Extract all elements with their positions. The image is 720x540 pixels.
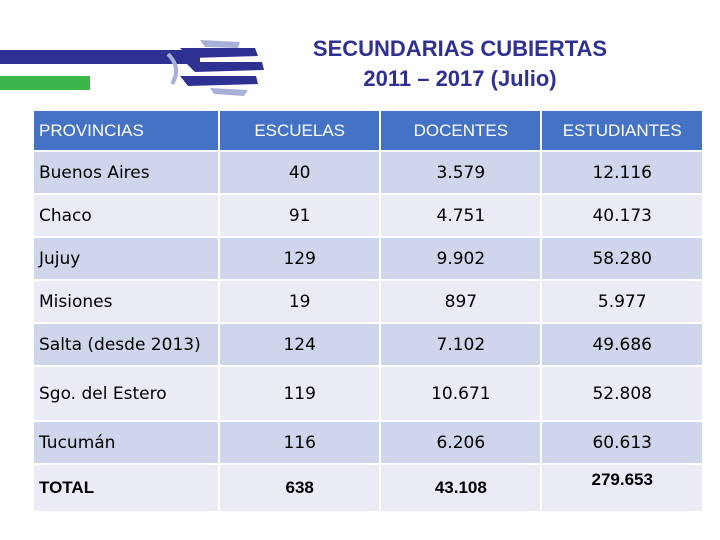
slide-title: SECUNDARIAS CUBIERTAS 2011 – 2017 (Julio…: [270, 34, 650, 94]
cell-estudiantes: 40.173: [542, 195, 702, 236]
cell-docentes: 9.902: [381, 238, 541, 279]
header-escuelas: ESCUELAS: [220, 111, 380, 150]
header-estudiantes: ESTUDIANTES: [542, 111, 702, 150]
cell-estudiantes: 12.116: [542, 152, 702, 193]
cell-estudiantes: 5.977: [542, 281, 702, 322]
cell-escuelas: 40: [220, 152, 380, 193]
cell-provincia: Chaco: [34, 195, 219, 236]
cell-docentes: 897: [381, 281, 541, 322]
cell-escuelas: 116: [220, 422, 380, 463]
cell-escuelas: 19: [220, 281, 380, 322]
cell-provincia: Misiones: [34, 281, 219, 322]
cell-escuelas: 91: [220, 195, 380, 236]
table-row: Sgo. del Estero 119 10.671 52.808: [34, 367, 702, 420]
table-row: Salta (desde 2013) 124 7.102 49.686: [34, 324, 702, 365]
cell-docentes: 4.751: [381, 195, 541, 236]
cell-estudiantes: 52.808: [542, 367, 702, 420]
cell-docentes: 7.102: [381, 324, 541, 365]
total-docentes: 43.108: [381, 465, 541, 511]
cell-provincia: Tucumán: [34, 422, 219, 463]
hands-logo-icon: [0, 40, 264, 96]
cell-docentes: 3.579: [381, 152, 541, 193]
title-line-1: SECUNDARIAS CUBIERTAS: [312, 36, 608, 61]
cell-escuelas: 124: [220, 324, 380, 365]
cell-provincia: Jujuy: [34, 238, 219, 279]
cell-estudiantes: 58.280: [542, 238, 702, 279]
cell-docentes: 10.671: [381, 367, 541, 420]
table-row: Chaco 91 4.751 40.173: [34, 195, 702, 236]
total-row: TOTAL 638 43.108 279.653: [34, 465, 702, 511]
total-estudiantes: 279.653: [542, 465, 702, 511]
provinces-table: PROVINCIAS ESCUELAS DOCENTES ESTUDIANTES…: [32, 109, 704, 513]
header-provincias: PROVINCIAS: [34, 111, 219, 150]
header-row: PROVINCIAS ESCUELAS DOCENTES ESTUDIANTES: [34, 111, 702, 150]
table-row: Jujuy 129 9.902 58.280: [34, 238, 702, 279]
total-label: TOTAL: [34, 465, 219, 511]
title-line-2: 2011 – 2017 (Julio): [363, 66, 557, 91]
cell-provincia: Salta (desde 2013): [34, 324, 219, 365]
cell-docentes: 6.206: [381, 422, 541, 463]
cell-escuelas: 129: [220, 238, 380, 279]
header-docentes: DOCENTES: [381, 111, 541, 150]
cell-provincia: Sgo. del Estero: [34, 367, 219, 420]
cell-provincia: Buenos Aires: [34, 152, 219, 193]
cell-estudiantes: 49.686: [542, 324, 702, 365]
table-row: Tucumán 116 6.206 60.613: [34, 422, 702, 463]
cell-escuelas: 119: [220, 367, 380, 420]
table-row: Misiones 19 897 5.977: [34, 281, 702, 322]
total-escuelas: 638: [220, 465, 380, 511]
cell-estudiantes: 60.613: [542, 422, 702, 463]
table-row: Buenos Aires 40 3.579 12.116: [34, 152, 702, 193]
